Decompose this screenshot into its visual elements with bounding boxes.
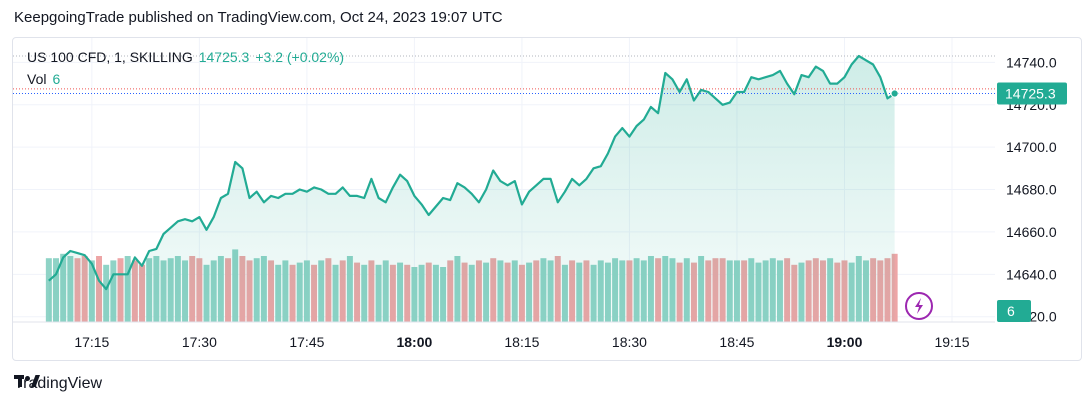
x-tick-label: 17:30	[182, 334, 217, 350]
price-change-value: +3.2 (+0.02%)	[255, 49, 345, 65]
last-price-value: 14725.3	[198, 49, 250, 65]
x-tick-label: 18:45	[719, 334, 754, 350]
lightning-bolt-glyph	[915, 298, 923, 314]
y-tick-label: 14700.0	[1006, 139, 1057, 155]
y-tick-label: 14660.0	[1006, 224, 1057, 240]
y-tick-label: 14640.0	[1006, 266, 1057, 282]
x-tick-label: 18:15	[504, 334, 539, 350]
x-tick-label: 17:45	[289, 334, 324, 350]
price-line	[48, 54, 896, 291]
price-area	[48, 56, 895, 322]
last-price-badge	[997, 82, 1067, 105]
x-tick-label: 19:00	[827, 334, 863, 350]
x-tick-label: 18:00	[396, 334, 432, 350]
symbol-label: US 100 CFD, 1, SKILLING	[27, 49, 193, 65]
tradingview-logo-icon	[14, 375, 40, 387]
volume-badge	[997, 300, 1031, 322]
x-tick-label: 19:15	[934, 334, 969, 350]
last-price-dot	[890, 89, 899, 98]
y-tick-label: 14680.0	[1006, 182, 1057, 198]
chart-panel[interactable]: 14620.0 14640.0 14660.0 14680.0 14700.0 14720…	[12, 37, 1082, 361]
volume-bar	[891, 253, 898, 322]
footer-brand[interactable]: TradingView	[14, 374, 102, 394]
x-tick-label: 18:30	[612, 334, 647, 350]
chart-svg[interactable]: 14620.014640.014660.014680.014700.014720…	[13, 38, 1081, 360]
series-legend[interactable]: US 100 CFD, 1, SKILLING 14725.3 +3.2 (+0.0…	[27, 49, 344, 65]
y-tick-label: 14740.0	[1006, 54, 1057, 70]
publish-header: KeepgoingTrade published on TradingView.…	[14, 9, 503, 26]
volume-value: 6	[52, 71, 61, 87]
x-tick-label: 17:15	[74, 334, 109, 350]
volume-legend[interactable]: Vol 6	[27, 71, 60, 87]
volume-badge-label: 6	[1007, 303, 1015, 319]
last-price-badge-label: 14725.3	[1005, 86, 1056, 102]
volume-label: Vol	[27, 71, 47, 87]
